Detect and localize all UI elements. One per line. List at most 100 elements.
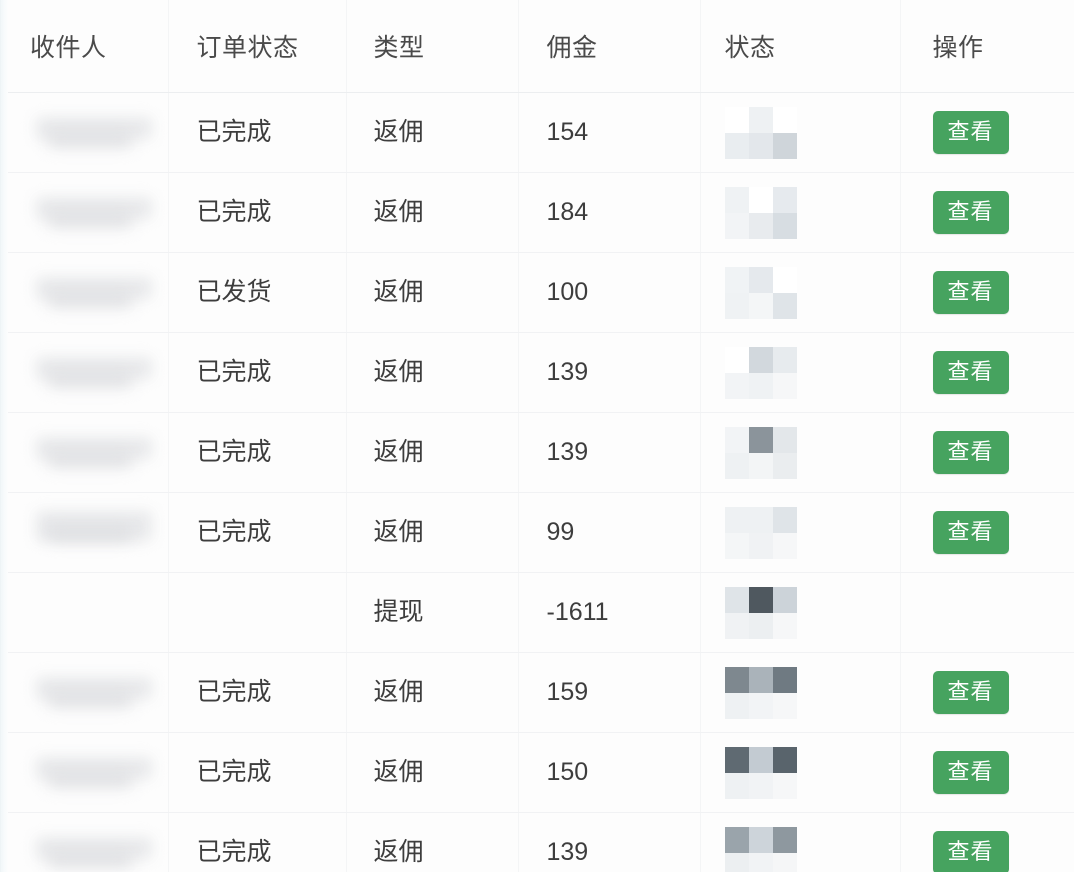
- column-header-action[interactable]: 操作: [900, 0, 1074, 93]
- mosaic-block: [724, 852, 749, 872]
- order-status-value: 已发货: [196, 278, 272, 306]
- mosaic-block: [748, 506, 773, 533]
- column-header-status[interactable]: 状态: [700, 0, 901, 93]
- column-header-recipient-label: 收件人: [30, 34, 107, 62]
- order-status-value: 已完成: [196, 678, 272, 706]
- cell-status: [700, 652, 901, 733]
- redacted-status-mosaic: [724, 506, 797, 559]
- cell-commission: 159: [518, 652, 701, 733]
- commission-value: 139: [546, 438, 589, 466]
- cell-status: [700, 332, 901, 413]
- table-row: 已完成 返佣 154 查看: [8, 92, 1074, 173]
- cell-recipient: [8, 412, 169, 493]
- mosaic-block: [748, 212, 773, 239]
- cell-commission: -1611: [518, 572, 701, 653]
- mosaic-block: [724, 346, 749, 373]
- column-header-recipient[interactable]: 收件人: [8, 0, 169, 93]
- column-header-commission[interactable]: 佣金: [518, 0, 701, 93]
- mosaic-block: [724, 612, 749, 639]
- commission-value: 139: [546, 358, 589, 386]
- mosaic-block: [724, 586, 749, 613]
- mosaic-block: [748, 692, 773, 719]
- column-header-type[interactable]: 类型: [346, 0, 519, 93]
- mosaic-block: [724, 532, 749, 559]
- cell-recipient: [8, 332, 169, 413]
- cell-action: 查看: [900, 732, 1074, 813]
- cell-type: 返佣: [346, 332, 519, 413]
- mosaic-block: [772, 746, 797, 773]
- mosaic-block: [772, 772, 797, 799]
- mosaic-block: [748, 186, 773, 213]
- cell-action: [900, 572, 1074, 653]
- commission-table: 收件人 订单状态 类型 佣金 状态 操作 已完成 返佣 154 查看 已完成返: [8, 0, 1074, 872]
- mosaic-block: [748, 586, 773, 613]
- mosaic-block: [772, 212, 797, 239]
- redacted-recipient-name: [32, 753, 156, 793]
- type-value: 返佣: [373, 358, 424, 386]
- view-button[interactable]: 查看: [932, 511, 1009, 554]
- mosaic-block: [772, 266, 797, 293]
- view-button[interactable]: 查看: [932, 831, 1009, 872]
- mosaic-block: [772, 186, 797, 213]
- mosaic-block: [724, 186, 749, 213]
- cell-action: 查看: [900, 252, 1074, 333]
- mosaic-block: [748, 266, 773, 293]
- view-button[interactable]: 查看: [932, 751, 1009, 794]
- redacted-recipient-name: [32, 113, 156, 153]
- commission-value: 99: [546, 518, 575, 546]
- mosaic-block: [772, 132, 797, 159]
- table-row: 已完成 返佣 184 查看: [8, 172, 1074, 253]
- mosaic-block: [724, 372, 749, 399]
- order-status-value: 已完成: [196, 838, 272, 866]
- view-button[interactable]: 查看: [932, 431, 1009, 474]
- table-row: 已发货 返佣 100 查看: [8, 252, 1074, 333]
- mosaic-block: [724, 426, 749, 453]
- view-button[interactable]: 查看: [932, 671, 1009, 714]
- table-row: 已完成 返佣 159 查看: [8, 652, 1074, 733]
- mosaic-block: [748, 372, 773, 399]
- mosaic-block: [772, 666, 797, 693]
- table-row: 提现 -1611: [8, 572, 1074, 653]
- cell-type: 返佣: [346, 732, 519, 813]
- mosaic-block: [748, 132, 773, 159]
- cell-action: 查看: [900, 332, 1074, 413]
- mosaic-block: [772, 506, 797, 533]
- mosaic-block: [724, 666, 749, 693]
- cell-type: 返佣: [346, 492, 519, 573]
- mosaic-block: [748, 106, 773, 133]
- mosaic-block: [748, 612, 773, 639]
- mosaic-block: [772, 452, 797, 479]
- mosaic-block: [724, 452, 749, 479]
- view-button[interactable]: 查看: [932, 351, 1009, 394]
- mosaic-block: [772, 586, 797, 613]
- cell-order-status: 已完成: [168, 92, 347, 173]
- redacted-recipient-name: [32, 273, 156, 313]
- cell-recipient: [8, 172, 169, 253]
- cell-recipient: [8, 652, 169, 733]
- mosaic-block: [748, 292, 773, 319]
- mosaic-block: [748, 746, 773, 773]
- mosaic-block: [772, 106, 797, 133]
- table-row: 已完成 返佣 139 查看: [8, 332, 1074, 413]
- cell-action: 查看: [900, 92, 1074, 173]
- mosaic-block: [772, 826, 797, 853]
- column-header-order-status[interactable]: 订单状态: [168, 0, 347, 93]
- order-status-value: 已完成: [196, 438, 272, 466]
- view-button[interactable]: 查看: [932, 271, 1009, 314]
- cell-type: 返佣: [346, 652, 519, 733]
- cell-recipient: [8, 732, 169, 813]
- commission-value: 150: [546, 758, 589, 786]
- commission-value: -1611: [546, 598, 609, 626]
- view-button[interactable]: 查看: [932, 111, 1009, 154]
- cell-order-status: 已完成: [168, 732, 347, 813]
- mosaic-block: [748, 532, 773, 559]
- cell-status: [700, 492, 901, 573]
- view-button[interactable]: 查看: [932, 191, 1009, 234]
- cell-status: [700, 732, 901, 813]
- order-status-value: 已完成: [196, 198, 272, 226]
- cell-status: [700, 812, 901, 872]
- type-value: 返佣: [373, 198, 424, 226]
- redacted-status-mosaic: [724, 266, 797, 319]
- cell-action: 查看: [900, 172, 1074, 253]
